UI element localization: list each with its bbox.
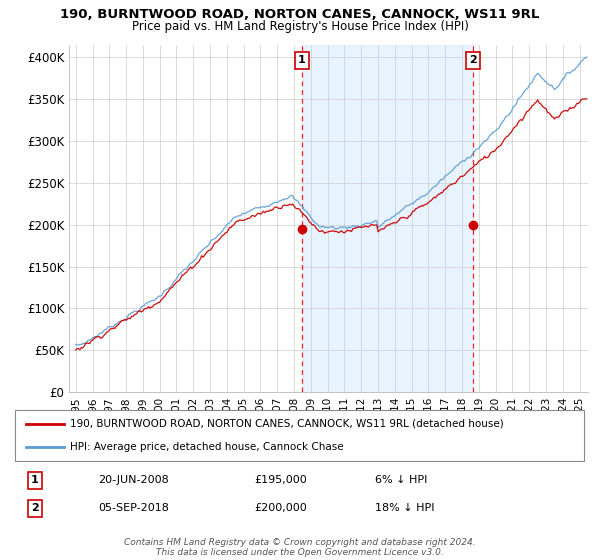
Text: 1: 1 [31, 475, 39, 485]
Text: 20-JUN-2008: 20-JUN-2008 [98, 475, 169, 485]
Text: 1: 1 [298, 55, 306, 66]
Text: 190, BURNTWOOD ROAD, NORTON CANES, CANNOCK, WS11 9RL: 190, BURNTWOOD ROAD, NORTON CANES, CANNO… [61, 8, 539, 21]
Text: 05-SEP-2018: 05-SEP-2018 [98, 503, 169, 513]
Text: Contains HM Land Registry data © Crown copyright and database right 2024.
This d: Contains HM Land Registry data © Crown c… [124, 538, 476, 557]
Text: 2: 2 [470, 55, 478, 66]
Text: 6% ↓ HPI: 6% ↓ HPI [375, 475, 427, 485]
Text: £200,000: £200,000 [254, 503, 307, 513]
Text: 190, BURNTWOOD ROAD, NORTON CANES, CANNOCK, WS11 9RL (detached house): 190, BURNTWOOD ROAD, NORTON CANES, CANNO… [70, 419, 503, 429]
Text: Price paid vs. HM Land Registry's House Price Index (HPI): Price paid vs. HM Land Registry's House … [131, 20, 469, 32]
Bar [302, 45, 473, 392]
Text: £195,000: £195,000 [254, 475, 307, 485]
Text: 18% ↓ HPI: 18% ↓ HPI [375, 503, 434, 513]
FancyBboxPatch shape [15, 410, 584, 461]
Text: 2: 2 [31, 503, 39, 513]
Text: HPI: Average price, detached house, Cannock Chase: HPI: Average price, detached house, Cann… [70, 442, 343, 452]
